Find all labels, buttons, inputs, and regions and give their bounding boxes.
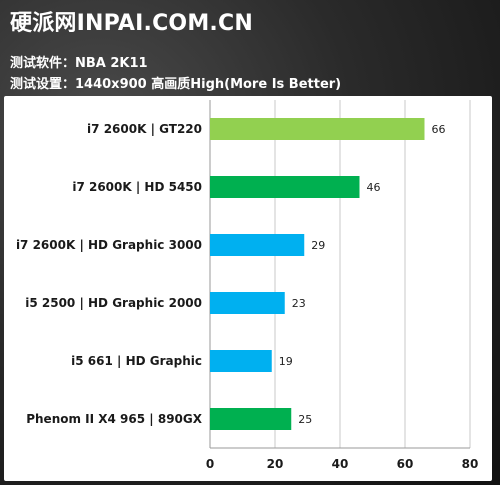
test-settings-line: 测试设置：1440x900 高画质High(More Is Better) bbox=[10, 77, 342, 92]
x-tick-label: 40 bbox=[332, 457, 349, 471]
data-label: 66 bbox=[432, 123, 446, 136]
bar-chart: i7 2600K | GT220 66 i7 2600K | HD 5450 46 i7… bbox=[16, 100, 479, 471]
bar bbox=[210, 350, 272, 372]
x-tick-label: 0 bbox=[206, 457, 214, 471]
x-tick-label: 80 bbox=[462, 457, 479, 471]
category-label: i5 661 | HD Graphic bbox=[71, 354, 202, 368]
category-label: i7 2600K | GT220 bbox=[87, 122, 202, 136]
bar bbox=[210, 176, 360, 198]
data-label: 19 bbox=[279, 355, 293, 368]
data-label: 29 bbox=[311, 239, 325, 252]
test-software-line: 测试软件：NBA 2K11 bbox=[10, 56, 148, 71]
data-label: 25 bbox=[298, 413, 312, 426]
data-label: 46 bbox=[367, 181, 381, 194]
site-title: 硬派网INPAI.COM.CN bbox=[10, 11, 253, 36]
bar bbox=[210, 118, 425, 140]
bar bbox=[210, 234, 305, 256]
category-label: i7 2600K | HD 5450 bbox=[72, 180, 202, 194]
chart-panel: i7 2600K | GT220 66 i7 2600K | HD 5450 46 i7… bbox=[4, 96, 492, 481]
category-label: i7 2600K | HD Graphic 3000 bbox=[16, 238, 202, 252]
bar bbox=[210, 292, 285, 314]
x-tick-label: 60 bbox=[397, 457, 414, 471]
category-label: Phenom II X4 965 | 890GX bbox=[26, 412, 203, 426]
data-label: 23 bbox=[292, 297, 306, 310]
bar bbox=[210, 408, 292, 430]
x-tick-label: 20 bbox=[267, 457, 284, 471]
category-label: i5 2500 | HD Graphic 2000 bbox=[25, 296, 202, 310]
